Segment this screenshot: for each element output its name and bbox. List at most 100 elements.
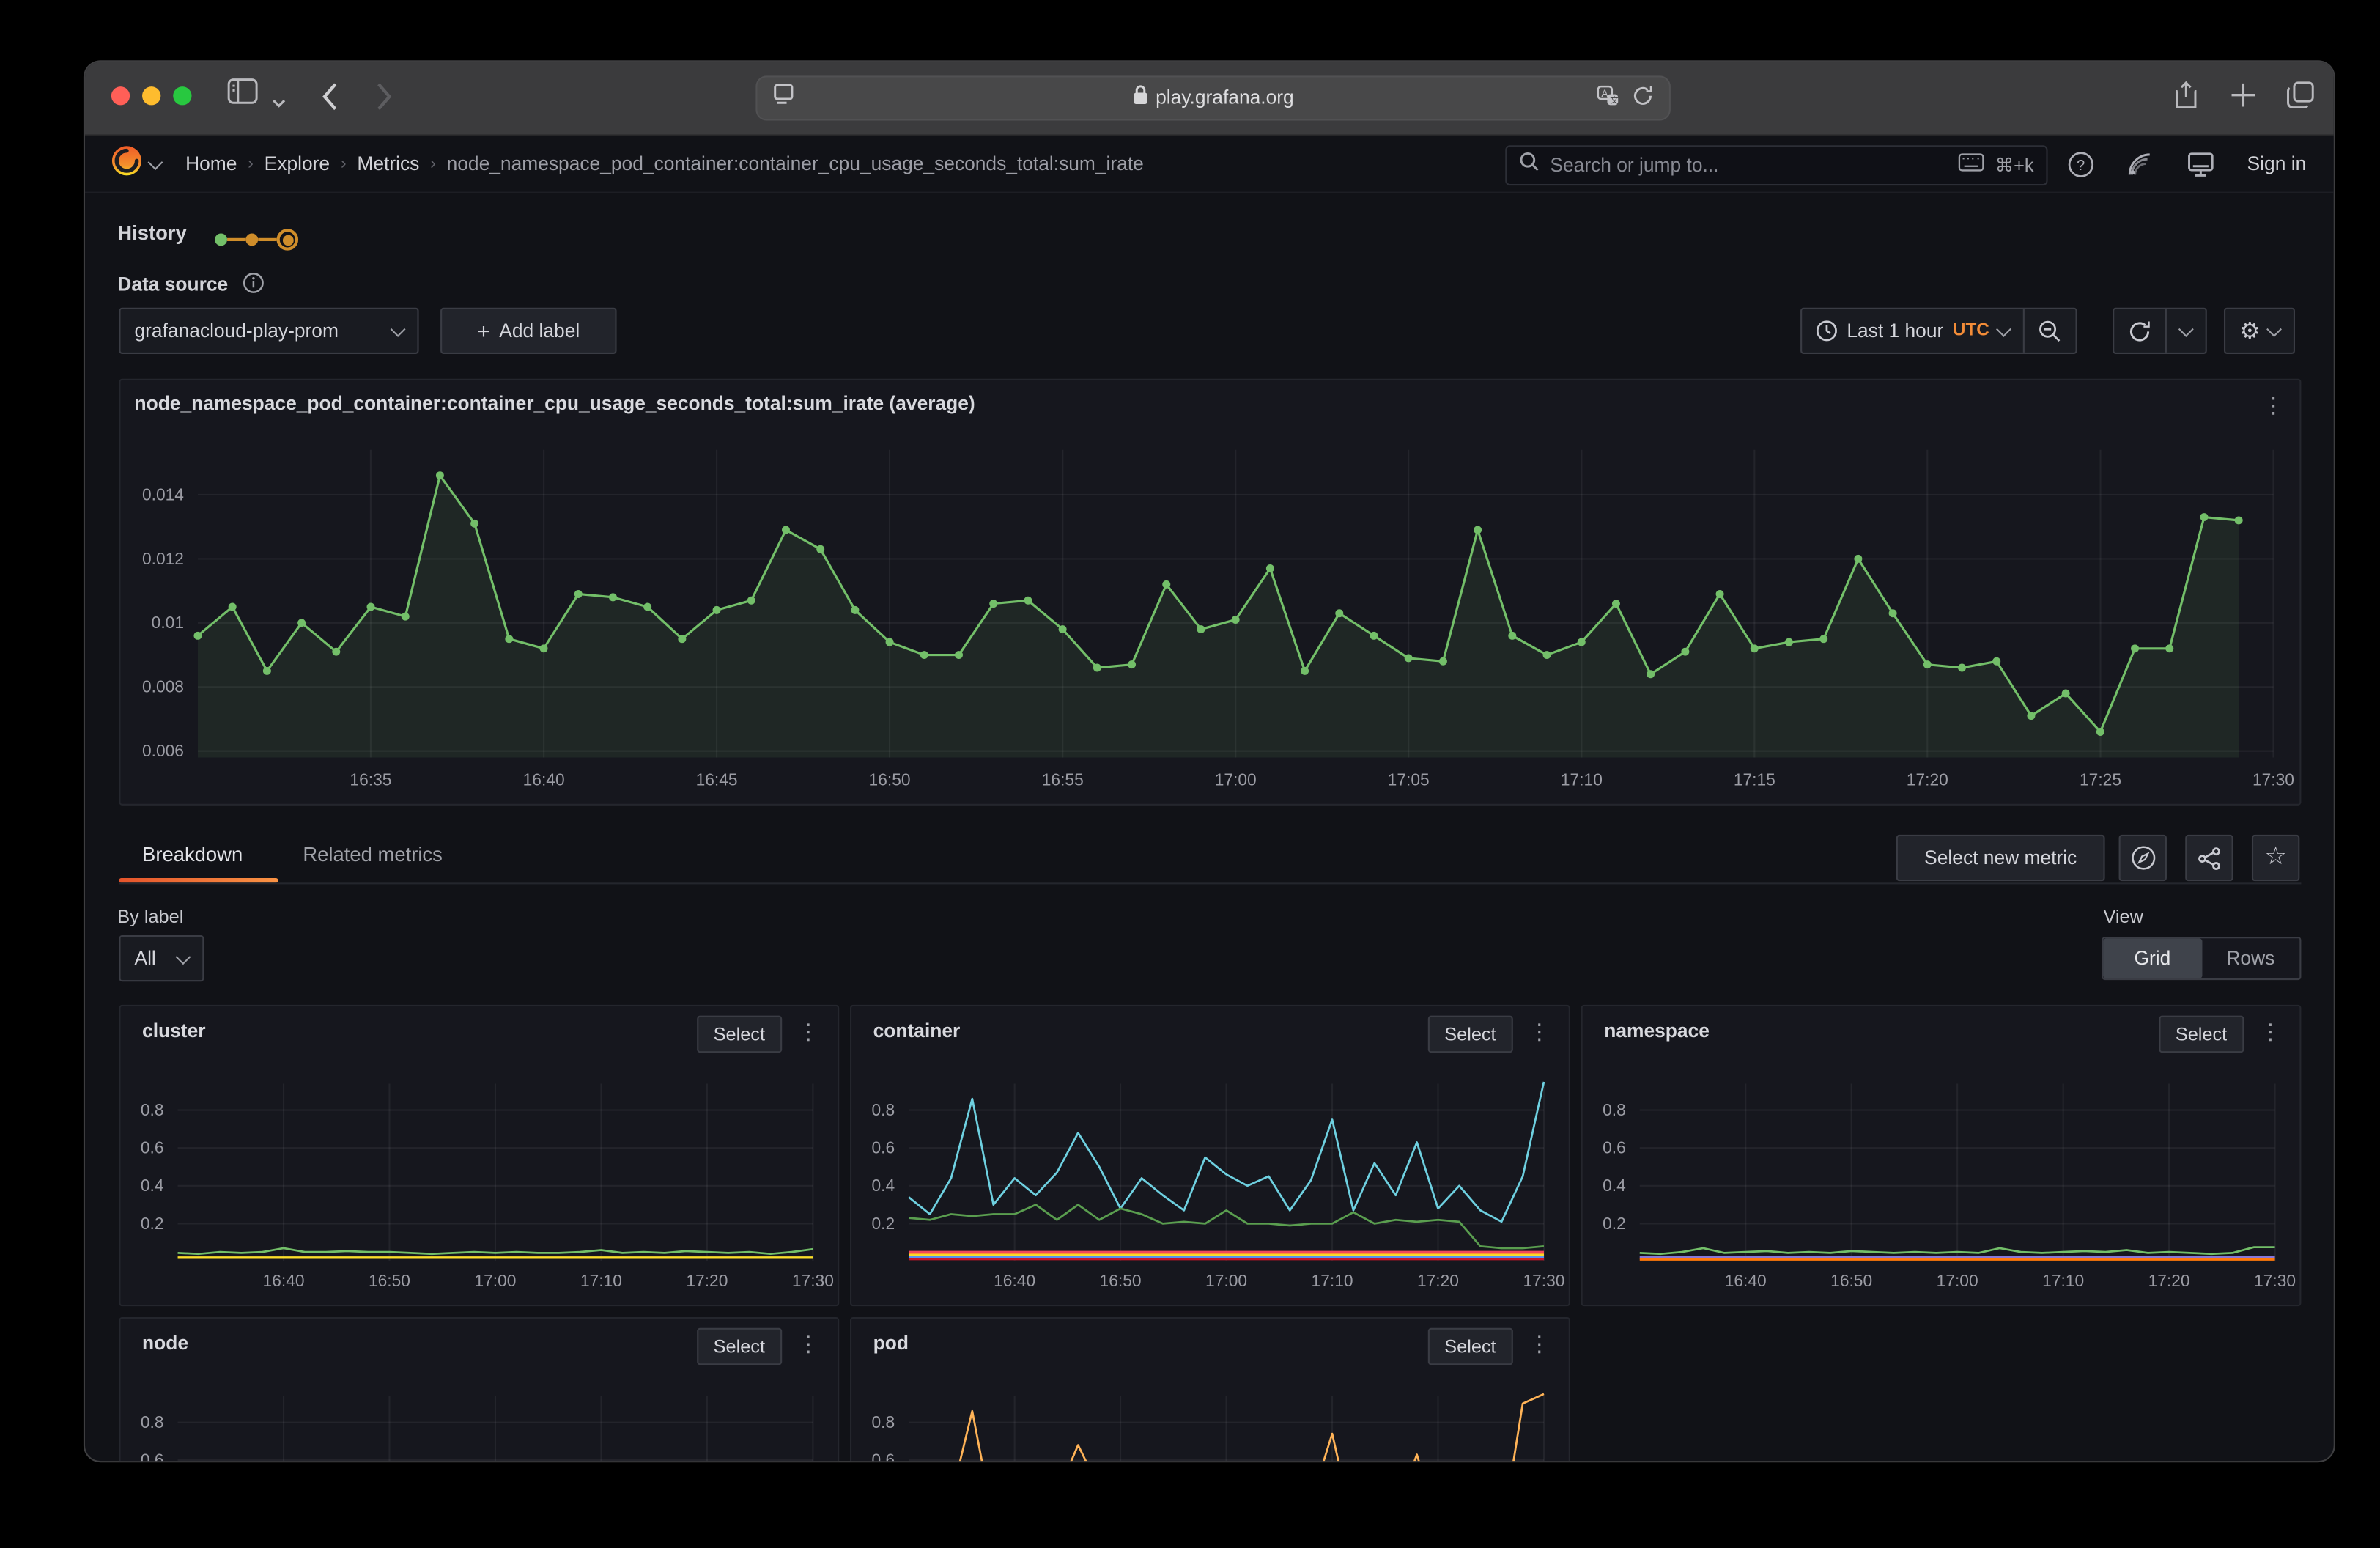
search-icon <box>1519 152 1539 180</box>
search-placeholder: Search or jump to... <box>1550 155 1947 177</box>
cluster-chart[interactable]: 16:4016:5017:0017:1017:2017:300.20.40.60… <box>121 1006 841 1308</box>
breadcrumb-explore[interactable]: Explore <box>265 153 330 175</box>
svg-text:16:50: 16:50 <box>1100 1271 1142 1290</box>
breadcrumb-metric-name: node_namespace_pod_container:container_c… <box>447 153 1144 175</box>
settings-button[interactable]: ⚙ <box>2224 308 2296 354</box>
select-new-metric-button[interactable]: Select new metric <box>1896 835 2105 881</box>
svg-text:17:10: 17:10 <box>1561 770 1603 789</box>
timezone-text: UTC <box>1953 322 1989 340</box>
svg-text:16:40: 16:40 <box>523 770 565 789</box>
svg-text:17:10: 17:10 <box>1312 1271 1353 1290</box>
share-icon[interactable] <box>2174 81 2198 119</box>
breadcrumb-separator: › <box>341 155 347 173</box>
container-chart[interactable]: 16:4016:5017:0017:1017:2017:300.20.40.60… <box>851 1006 1572 1308</box>
history-timeline[interactable] <box>215 229 298 251</box>
minimize-window-button[interactable] <box>142 86 160 104</box>
time-range-picker[interactable]: Last 1 hour UTC <box>1802 309 2023 353</box>
svg-text:17:30: 17:30 <box>1523 1271 1564 1290</box>
share-panel-button[interactable] <box>2185 835 2233 881</box>
history-current-dot <box>282 235 293 246</box>
sidebar-chevron-down-icon[interactable] <box>272 88 286 116</box>
add-label-text: Add label <box>499 320 580 342</box>
breakdown-panel-cluster: cluster Select ⋮ 16:4016:5017:0017:1017:… <box>119 1005 839 1306</box>
breakdown-panel-node: node Select ⋮ 16:4016:5017:0017:1017:201… <box>119 1317 839 1461</box>
star-button[interactable]: ☆ <box>2252 835 2299 881</box>
zoom-out-button[interactable] <box>2025 309 2076 353</box>
svg-text:0.8: 0.8 <box>141 1412 164 1431</box>
history-connector <box>227 238 245 241</box>
svg-text:0.012: 0.012 <box>142 549 184 568</box>
svg-text:17:15: 17:15 <box>1734 770 1775 789</box>
svg-text:17:30: 17:30 <box>792 1271 834 1290</box>
grafana-logo[interactable] <box>110 143 144 185</box>
node-chart[interactable]: 16:4016:5017:0017:1017:2017:300.20.40.60… <box>121 1319 841 1461</box>
svg-text:16:50: 16:50 <box>869 770 911 789</box>
search-input[interactable]: Search or jump to... ⌘+k <box>1505 145 2047 185</box>
reload-icon[interactable] <box>1632 84 1654 111</box>
news-icon[interactable] <box>2126 152 2153 185</box>
view-grid-option[interactable]: Grid <box>2103 938 2201 978</box>
svg-text:0.8: 0.8 <box>1603 1100 1626 1119</box>
namespace-chart[interactable]: 16:4016:5017:0017:1017:2017:300.20.40.60… <box>1583 1006 2303 1308</box>
by-label-label: By label <box>117 906 183 928</box>
chevron-down-icon <box>1996 321 2011 336</box>
chevron-down-icon <box>2267 321 2283 336</box>
star-icon: ☆ <box>2265 846 2287 871</box>
by-label-dropdown[interactable]: All <box>119 935 204 981</box>
address-bar[interactable]: play.grafana.org A文 <box>755 75 1671 119</box>
main-chart[interactable]: 16:3516:4016:4516:5016:5517:0017:0517:10… <box>121 380 2303 807</box>
zoom-window-button[interactable] <box>173 86 191 104</box>
svg-text:文: 文 <box>1610 95 1619 105</box>
svg-text:0.4: 0.4 <box>141 1176 164 1195</box>
close-window-button[interactable] <box>111 86 130 104</box>
history-current-step-ring[interactable] <box>277 229 299 251</box>
svg-text:0.006: 0.006 <box>142 741 184 760</box>
history-step-dot[interactable] <box>245 233 258 246</box>
svg-text:17:00: 17:00 <box>1215 770 1257 789</box>
time-controls: Last 1 hour UTC <box>1800 308 2077 354</box>
refresh-interval-dropdown[interactable] <box>2167 309 2206 353</box>
breadcrumb-home[interactable]: Home <box>185 153 237 175</box>
monitor-icon[interactable] <box>2187 152 2214 185</box>
svg-text:16:40: 16:40 <box>263 1271 305 1290</box>
tab-overview-icon[interactable] <box>2285 81 2315 118</box>
breadcrumb-separator: › <box>430 155 436 173</box>
translate-icon[interactable]: A文 <box>1597 84 1620 111</box>
breadcrumb-metrics[interactable]: Metrics <box>357 153 419 175</box>
tab-breakdown[interactable]: Breakdown <box>142 842 243 866</box>
svg-text:0.2: 0.2 <box>141 1214 164 1233</box>
svg-text:17:25: 17:25 <box>2080 770 2121 789</box>
help-icon[interactable]: ? <box>2068 152 2094 185</box>
org-chevron-down-icon[interactable] <box>150 150 161 178</box>
screenshot-stage: play.grafana.org A文 <box>0 0 2380 1548</box>
clock-icon <box>1816 320 1838 342</box>
refresh-button[interactable] <box>2114 309 2165 353</box>
browser-window: play.grafana.org A文 <box>85 62 2334 1461</box>
tab-related-metrics[interactable]: Related metrics <box>303 842 442 866</box>
view-rows-option[interactable]: Rows <box>2201 938 2299 978</box>
breakdown-panel-container: container Select ⋮ 16:4016:5017:0017:101… <box>850 1005 1570 1306</box>
back-icon[interactable] <box>322 82 339 119</box>
plus-icon: + <box>477 318 489 343</box>
gear-icon: ⚙ <box>2239 320 2260 343</box>
pod-chart[interactable]: 16:4016:5017:0017:1017:2017:300.20.40.60… <box>851 1319 1572 1461</box>
forward-icon[interactable] <box>376 82 393 119</box>
svg-text:0.8: 0.8 <box>872 1100 895 1119</box>
add-label-button[interactable]: + Add label <box>440 308 616 354</box>
sign-in-link[interactable]: Sign in <box>2247 153 2307 175</box>
datasource-label: Data source <box>117 273 228 295</box>
datasource-picker[interactable]: grafanacloud-play-prom <box>119 308 418 354</box>
lock-icon <box>1133 85 1148 110</box>
drilldown-compass-button[interactable] <box>2119 835 2167 881</box>
search-shortcut: ⌘+k <box>1995 155 2034 177</box>
refresh-icon <box>2128 320 2151 343</box>
svg-text:16:40: 16:40 <box>1725 1271 1767 1290</box>
history-step-green-dot[interactable] <box>215 233 227 246</box>
new-tab-icon[interactable] <box>2230 82 2256 116</box>
info-icon[interactable] <box>243 272 265 301</box>
svg-text:0.6: 0.6 <box>141 1138 164 1157</box>
svg-text:0.008: 0.008 <box>142 677 184 696</box>
sidebar-icon[interactable] <box>227 77 258 113</box>
svg-text:16:40: 16:40 <box>994 1271 1035 1290</box>
svg-text:0.6: 0.6 <box>141 1451 164 1461</box>
